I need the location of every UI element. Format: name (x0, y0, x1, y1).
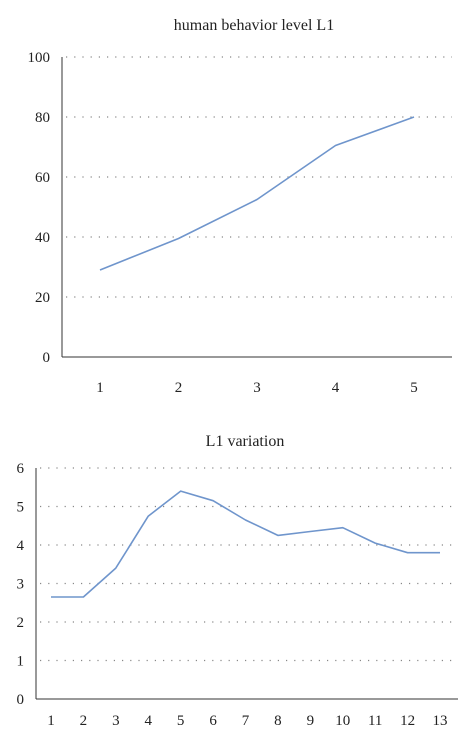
chart-1-y-tick-labels: 0 20 40 60 80 100 (28, 50, 51, 366)
chart-1-series (99, 116, 415, 271)
chart-1-x-tick-label: 3 (253, 380, 261, 396)
chart-1-y-tick-label: 100 (28, 50, 51, 66)
chart-2-y-tick-labels: 0 1 2 3 4 5 6 (17, 461, 25, 708)
chart-1-y-tick-label: 60 (35, 170, 50, 186)
chart-2-x-tick-label: 7 (242, 713, 250, 729)
chart-2-title: L1 variation (206, 433, 285, 450)
chart-2-x-tick-label: 1 (47, 713, 55, 729)
chart-1-y-tick-label: 40 (35, 230, 50, 246)
chart-2-y-tick-label: 5 (17, 500, 25, 516)
chart-2-x-tick-labels: 1 2 3 4 5 6 7 8 9 10 11 12 13 (47, 713, 447, 729)
chart-1-x-tick-labels: 1 2 3 4 5 (96, 380, 418, 396)
chart-1-series-line (99, 116, 415, 271)
chart-1-y-tick-label: 20 (35, 290, 50, 306)
chart-1-y-tick-label: 80 (35, 110, 50, 126)
chart-2-y-tick-label: 6 (17, 461, 25, 477)
chart-1-x-tick-label: 5 (410, 380, 418, 396)
chart-2-y-tick-label: 2 (17, 615, 25, 631)
chart-2-y-tick-label: 4 (17, 538, 25, 554)
chart-2-x-tick-label: 4 (145, 713, 153, 729)
chart-2-x-tick-label: 12 (400, 713, 415, 729)
chart-2-x-tick-label: 11 (368, 713, 382, 729)
chart-2-y-tick-label: 1 (17, 654, 25, 670)
chart-2-x-tick-label: 9 (307, 713, 315, 729)
chart-1-title: human behavior level L1 (174, 17, 334, 34)
chart-2-x-tick-label: 6 (209, 713, 217, 729)
chart-2-gridlines (40, 467, 458, 662)
chart-1-y-tick-label: 0 (43, 350, 51, 366)
chart-2-x-tick-label: 8 (274, 713, 282, 729)
chart-2-x-tick-label: 2 (80, 713, 88, 729)
chart-2-x-tick-label: 3 (112, 713, 120, 729)
chart-2-x-tick-label: 13 (433, 713, 448, 729)
chart-2-x-tick-label: 5 (177, 713, 185, 729)
chart-2-x-tick-label: 10 (335, 713, 350, 729)
chart-2-series (51, 490, 440, 598)
chart-2-series-line (51, 490, 440, 598)
chart-1-x-tick-label: 1 (96, 380, 104, 396)
chart-1-x-tick-label: 2 (175, 380, 183, 396)
chart-2-y-tick-label: 0 (17, 692, 25, 708)
chart-2-y-tick-label: 3 (17, 577, 25, 593)
chart-1: human behavior level L1 0 20 40 60 80 100 1 2 3… (28, 17, 452, 396)
chart-1-x-tick-label: 4 (332, 380, 340, 396)
